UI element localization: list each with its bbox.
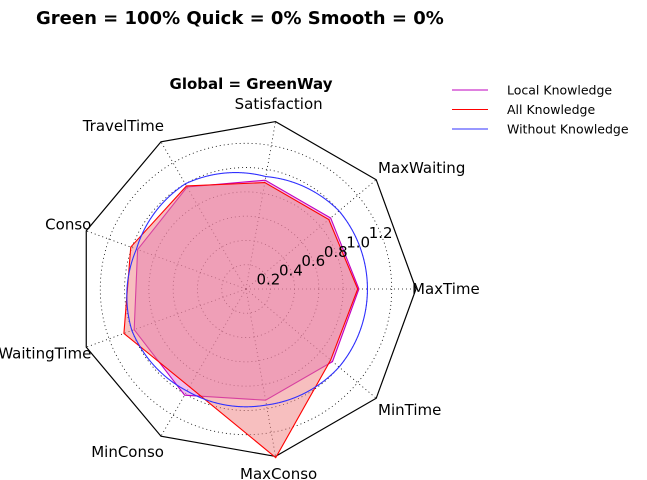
radial-tick-label-3: 0.8: [324, 243, 348, 261]
axis-label-maxtime: MaxTime: [412, 280, 480, 298]
axis-label-maxwaiting: MaxWaiting: [378, 159, 465, 177]
axis-label-maxconso: MaxConso: [240, 465, 317, 480]
radial-gridline-5: [99, 142, 393, 436]
axis-label-mintime: MinTime: [378, 401, 441, 419]
radial-tick-label-5: 1.2: [369, 224, 393, 242]
radar-frame: [85, 120, 417, 458]
series-2: [126, 172, 368, 408]
legend-label-2: Without Knowledge: [507, 122, 629, 137]
legend-label-0: Local Knowledge: [507, 83, 612, 98]
series-line-2: [126, 172, 368, 408]
radial-tick-label-4: 1.0: [346, 234, 370, 252]
series-fill-1: [123, 182, 358, 458]
series-1: [123, 182, 359, 459]
chart-title: Global = GreenWay: [170, 75, 333, 93]
radar-labels: MaxTime MaxWaiting Satisfaction TravelTime C…: [0, 95, 480, 480]
axis-label-traveltime: TravelTime: [82, 117, 164, 135]
axis-label-conso: Conso: [45, 216, 91, 234]
axis-label-minconso: MinConso: [91, 443, 164, 461]
legend-label-1: All Knowledge: [507, 102, 595, 117]
axis-label-satisfaction: Satisfaction: [235, 95, 323, 113]
radial-tick-label-0: 0.2: [257, 271, 281, 289]
figure-suptitle: Green = 100% Quick = 0% Smooth = 0%: [36, 8, 444, 29]
axis-label-waitingtime: WaitingTime: [0, 344, 91, 362]
legend: Local Knowledge All Knowledge Without Know…: [452, 83, 629, 137]
radar-series: [123, 172, 368, 459]
radial-tick-label-2: 0.6: [301, 252, 325, 270]
radial-tick-label-1: 0.4: [279, 261, 303, 279]
